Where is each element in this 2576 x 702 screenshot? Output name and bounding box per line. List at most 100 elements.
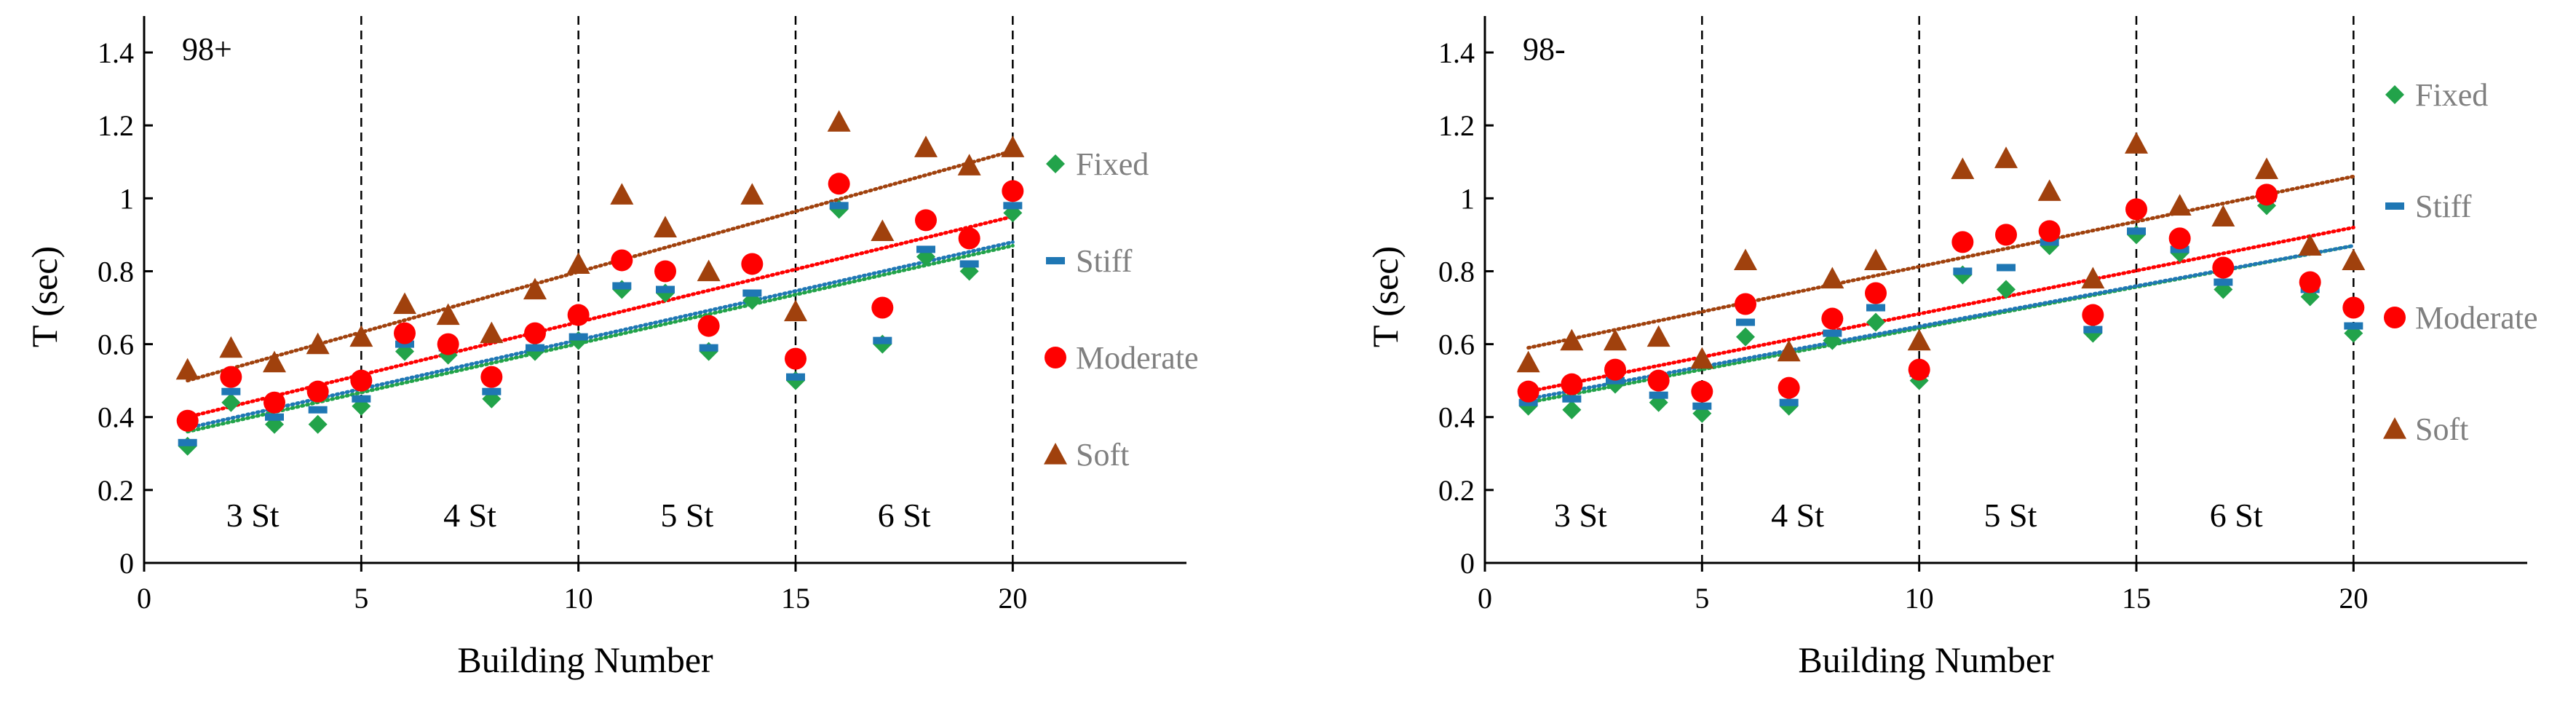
data-point-moderate: [1951, 231, 1974, 253]
data-point-stiff: [1779, 398, 1799, 406]
data-point-moderate: [1691, 380, 1713, 403]
story-label: 4 St: [1771, 497, 1824, 534]
data-point-moderate: [394, 322, 416, 344]
data-point-soft: [2342, 248, 2366, 271]
legend-marker-stiff: [2385, 202, 2404, 210]
data-point-stiff: [1606, 376, 1625, 384]
series-moderate: [1517, 184, 2365, 403]
x-tick-label: 10: [1905, 582, 1934, 615]
data-point-soft: [2168, 194, 2192, 216]
data-point-soft: [2125, 132, 2148, 154]
series-stiff: [178, 202, 1023, 446]
data-point-moderate: [524, 322, 546, 344]
data-point-moderate: [828, 173, 850, 195]
data-point-soft: [2298, 234, 2322, 256]
data-point-stiff: [699, 344, 718, 352]
legend-label-soft: Soft: [1076, 437, 1129, 473]
x-axis-title: Building Number: [457, 639, 713, 680]
trendline-soft: [1526, 174, 2355, 350]
data-point-stiff: [1823, 329, 1842, 337]
y-tick-label: 0.6: [1438, 328, 1475, 361]
y-tick-label: 1.4: [98, 36, 134, 69]
data-point-soft: [827, 110, 851, 132]
x-tick-label: 20: [998, 582, 1027, 615]
panel-label: 98+: [182, 31, 232, 67]
data-point-soft: [1690, 347, 1714, 369]
data-point-stiff: [959, 260, 979, 268]
data-point-fixed: [1997, 280, 2016, 299]
x-tick-label: 10: [564, 582, 593, 615]
data-point-moderate: [480, 366, 503, 388]
legend-marker-soft: [2383, 417, 2406, 439]
x-axis-title: Building Number: [1798, 639, 2054, 680]
data-point-fixed: [1736, 327, 1755, 347]
data-point-stiff: [2127, 227, 2146, 235]
data-point-soft: [1951, 157, 1975, 179]
chart-panel-2: 0 0.2 0.4 0.6 0.8 1 1.2 1.4 0 5 10 15 20 Building Num…: [1365, 16, 2538, 680]
panel-label: 98-: [1523, 31, 1566, 67]
y-tick-label: 0.4: [98, 401, 134, 434]
data-point-soft: [219, 336, 243, 358]
legend-label-soft: Soft: [2415, 411, 2468, 447]
data-point-soft: [1001, 135, 1025, 157]
data-point-soft: [306, 332, 330, 355]
data-point-stiff: [482, 387, 502, 395]
data-point-soft: [480, 321, 504, 344]
x-tick-label: 0: [1478, 582, 1492, 615]
legend: Fixed Stiff Moderate Soft: [1044, 146, 1199, 473]
data-point-soft: [349, 325, 373, 347]
series-soft: [175, 110, 1025, 380]
data-point-stiff: [1953, 267, 1973, 275]
legend-marker-fixed: [1046, 154, 1065, 173]
data-point-moderate: [1604, 358, 1626, 381]
data-point-stiff: [568, 333, 588, 341]
data-point-stiff: [2344, 322, 2363, 330]
legend: Fixed Stiff Moderate Soft: [2383, 77, 2538, 447]
data-point-moderate: [915, 209, 937, 232]
data-point-stiff: [742, 289, 762, 297]
data-point-soft: [740, 183, 764, 205]
data-point-fixed: [1866, 312, 1885, 332]
trendline-fixed: [186, 243, 1015, 434]
data-point-moderate: [306, 380, 329, 403]
data-point-moderate: [2299, 271, 2321, 293]
y-tick-label: 1.2: [98, 109, 134, 142]
data-point-moderate: [1908, 358, 1930, 381]
legend-label-fixed: Fixed: [1076, 146, 1149, 182]
y-tick-label: 1.4: [1438, 36, 1475, 69]
chart-panel-1: 0 0.2 0.4 0.6 0.8 1 1.2 1.4 0 5 10 15 20 Building Num…: [24, 16, 1199, 680]
story-label: 4 St: [443, 497, 496, 534]
data-point-stiff: [2170, 245, 2189, 253]
data-point-stiff: [526, 344, 544, 352]
data-point-moderate: [2168, 227, 2191, 250]
data-point-moderate: [2256, 184, 2278, 206]
data-point-moderate: [958, 227, 980, 250]
data-point-stiff: [395, 340, 414, 348]
data-point-soft: [2211, 205, 2235, 226]
data-point-moderate: [1002, 180, 1024, 202]
data-point-moderate: [741, 253, 764, 275]
data-point-moderate: [2342, 296, 2365, 319]
data-point-stiff: [178, 438, 197, 446]
legend-marker-fixed: [2385, 85, 2404, 104]
data-point-stiff: [308, 406, 328, 414]
data-point-moderate: [350, 369, 373, 392]
data-point-moderate: [654, 260, 676, 283]
data-point-stiff: [1003, 202, 1023, 210]
data-point-stiff: [1649, 391, 1668, 399]
data-point-moderate: [697, 315, 720, 337]
data-point-moderate: [1778, 376, 1800, 399]
data-point-fixed: [221, 393, 241, 412]
data-point-fixed: [308, 414, 328, 434]
data-point-moderate: [220, 366, 242, 388]
data-point-soft: [175, 358, 199, 380]
data-point-moderate: [2082, 304, 2104, 326]
data-point-soft: [566, 252, 590, 275]
data-point-stiff: [829, 202, 849, 210]
y-tick-label: 0.2: [1438, 474, 1475, 507]
series-soft: [1516, 132, 2366, 373]
data-point-moderate: [1821, 307, 1844, 330]
data-point-stiff: [2083, 326, 2103, 334]
legend-marker-stiff: [1046, 257, 1065, 264]
